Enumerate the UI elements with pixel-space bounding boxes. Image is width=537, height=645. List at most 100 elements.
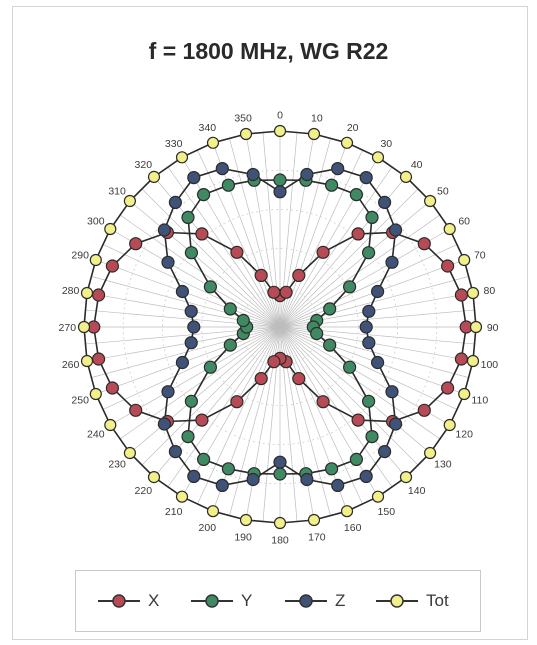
radial-gridline (279, 200, 431, 328)
legend-marker-tot (376, 594, 418, 608)
angle-label: 100 (481, 359, 499, 371)
angle-label: 340 (199, 122, 217, 134)
point-z (168, 445, 182, 459)
point-z (184, 304, 198, 318)
point-y (221, 178, 235, 192)
radial-gridline (279, 326, 364, 505)
point-tot (466, 354, 480, 368)
radial-gridline (141, 326, 281, 466)
point-tot (443, 418, 456, 432)
legend-swatch-tot (390, 594, 404, 608)
radial-gridline (279, 214, 441, 328)
point-tot (104, 418, 117, 432)
ring-gridline (161, 208, 398, 445)
point-x (441, 259, 455, 273)
point-y (310, 326, 324, 341)
point-x (351, 413, 365, 427)
point-z (157, 223, 171, 237)
point-tot (443, 222, 456, 236)
point-tot (424, 194, 437, 208)
point-z (331, 162, 345, 176)
radial-gridline (129, 326, 281, 454)
angle-label: 240 (87, 428, 105, 440)
point-z (362, 336, 376, 350)
point-z (187, 171, 201, 185)
point-y (343, 360, 357, 374)
point-z (187, 320, 201, 334)
angle-label: 230 (108, 459, 126, 471)
angle-label: 90 (487, 322, 499, 334)
angle-label: 250 (71, 395, 89, 407)
legend-label-z: Z (335, 591, 346, 610)
point-y (325, 178, 339, 192)
angle-label: 260 (62, 359, 80, 371)
angle-label: 150 (378, 506, 396, 518)
radial-gridline (119, 214, 281, 328)
point-z (246, 472, 260, 487)
point-z (187, 469, 201, 483)
point-z (175, 355, 189, 370)
point-tot (340, 136, 354, 149)
point-z (385, 255, 399, 269)
point-tot (239, 127, 253, 141)
point-x (316, 245, 330, 259)
point-z (300, 167, 314, 182)
point-z (359, 171, 373, 185)
point-x (105, 381, 120, 395)
polar-grid (84, 131, 476, 523)
point-z (215, 478, 229, 492)
series-layer (77, 124, 483, 530)
radial-gridline (102, 326, 281, 411)
point-x (195, 413, 209, 427)
point-z (359, 469, 373, 483)
angle-label: 210 (165, 506, 183, 518)
point-tot (89, 387, 102, 401)
radial-gridline (279, 326, 458, 411)
point-z (175, 284, 189, 299)
radial-gridline (196, 149, 281, 328)
radial-gridline (181, 326, 281, 497)
angle-label: 290 (71, 249, 89, 261)
legend-item-z: Z (283, 571, 345, 631)
point-z (215, 162, 229, 176)
point-x (454, 352, 468, 366)
legend-label-tot: Tot (426, 591, 449, 610)
legend-marker-z (285, 594, 327, 608)
point-y (325, 462, 339, 476)
point-y (362, 394, 376, 408)
radial-gridline (279, 326, 470, 379)
point-tot (239, 513, 253, 527)
radial-gridline (196, 326, 281, 505)
point-x (195, 227, 209, 241)
angle-label: 300 (87, 216, 105, 228)
radial-gridline (279, 157, 379, 328)
angle-label: 270 (59, 322, 77, 334)
point-x (105, 259, 120, 273)
radial-gridline (279, 243, 458, 328)
legend-item-x: X (96, 571, 159, 631)
point-z (371, 284, 385, 299)
radial-gridline (167, 166, 281, 328)
angle-label: 320 (135, 159, 153, 171)
point-tot (307, 127, 321, 141)
angle-label: 190 (234, 531, 252, 543)
radial-gridline (279, 275, 470, 328)
point-tot (466, 286, 480, 300)
radial-gridline (119, 326, 281, 440)
angle-label: 130 (434, 459, 452, 471)
point-y (273, 173, 287, 187)
legend-item-y: Y (189, 571, 252, 631)
angle-label: 330 (165, 138, 183, 150)
point-tot (104, 222, 117, 236)
point-y (203, 280, 217, 294)
point-z (362, 304, 376, 318)
point-z (389, 417, 403, 431)
radial-gridline (279, 188, 419, 328)
point-x (129, 237, 143, 251)
point-y (349, 188, 363, 202)
point-y (197, 452, 211, 466)
radial-gridline (181, 157, 281, 328)
point-tot (175, 151, 189, 164)
polar-plot: 0 10 20 30 40 50 60 70 80 90 100 110 120 130 140 150 160… (59, 109, 499, 546)
point-tot (123, 446, 136, 460)
